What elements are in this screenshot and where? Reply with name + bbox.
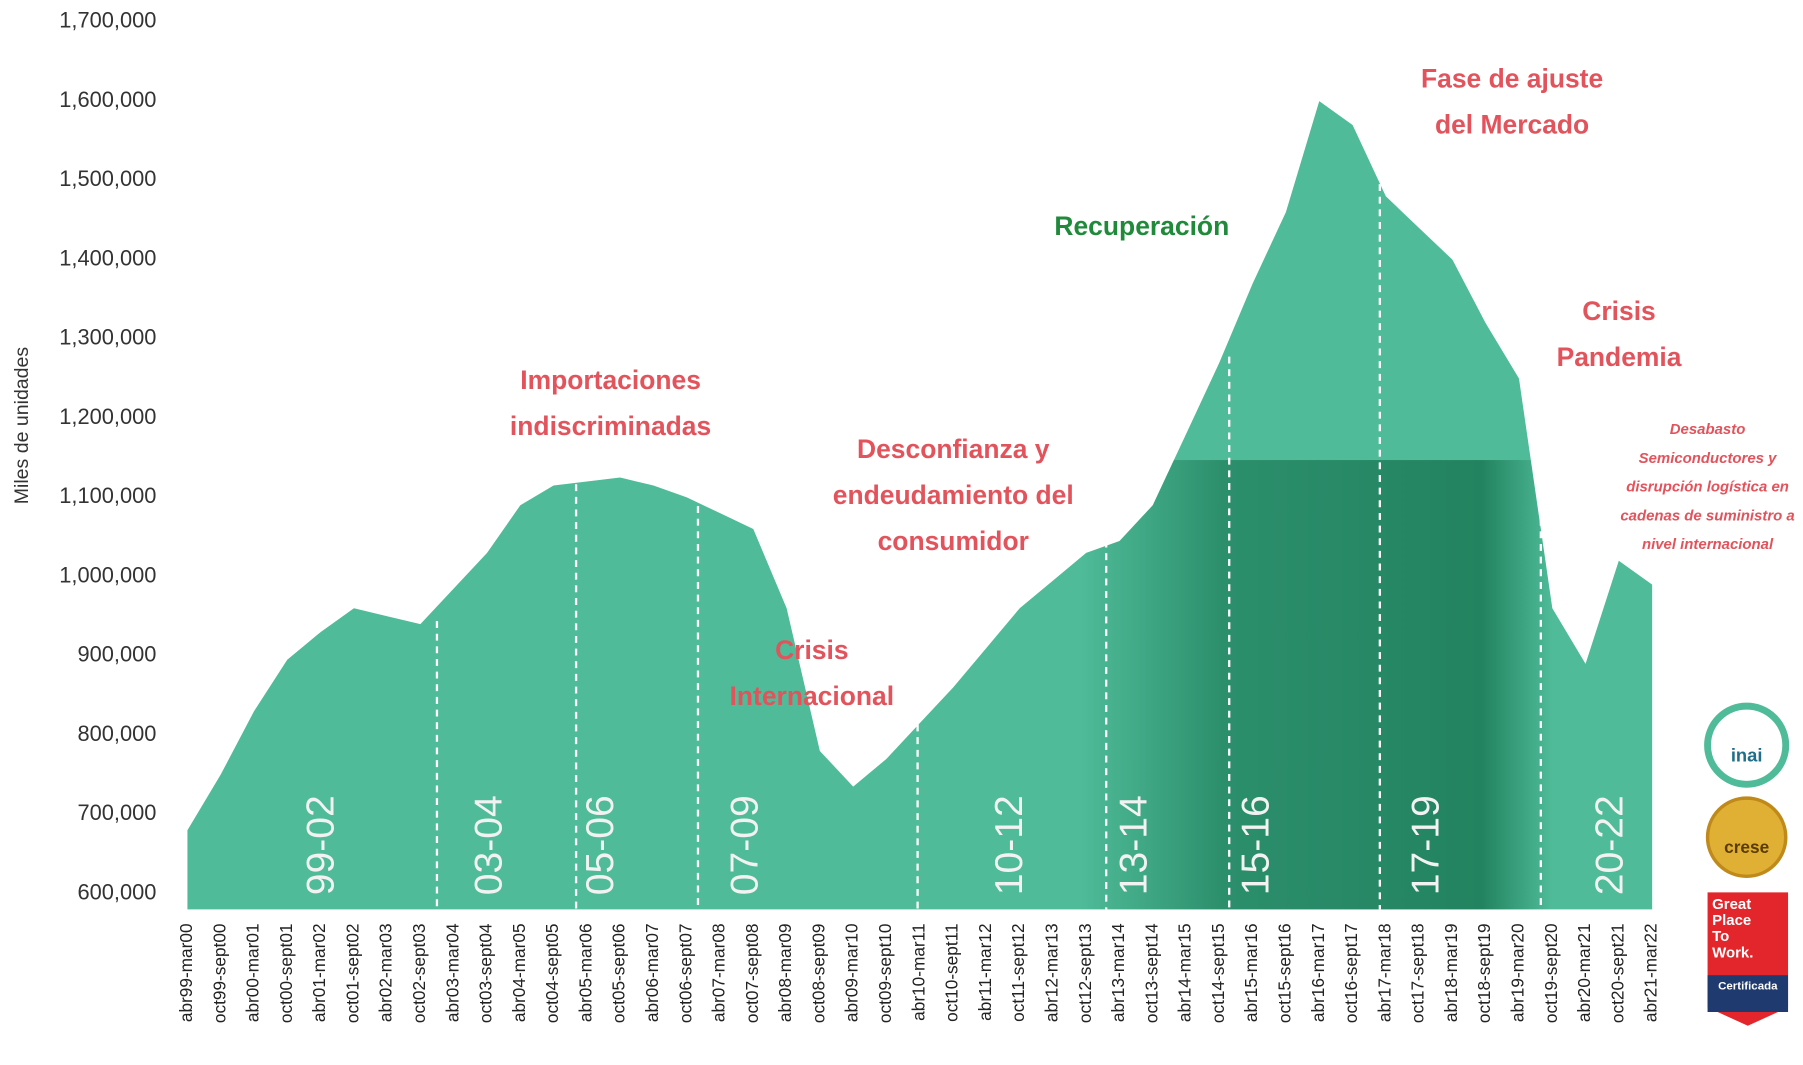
annotation: Internacional bbox=[730, 681, 895, 711]
x-tick-label: abr17-mar18 bbox=[1374, 923, 1394, 1022]
y-tick-label: 800,000 bbox=[77, 721, 156, 746]
annotation: Fase de ajuste bbox=[1421, 64, 1603, 94]
y-tick-label: 1,600,000 bbox=[59, 87, 156, 112]
period-label: 05-06 bbox=[579, 795, 622, 895]
annotation: indiscriminadas bbox=[510, 411, 711, 441]
photo-overlay bbox=[1080, 460, 1553, 910]
period-label: 15-16 bbox=[1234, 795, 1277, 895]
x-tick-label: abr03-mar04 bbox=[442, 923, 462, 1022]
period-label: 20-22 bbox=[1588, 795, 1631, 895]
crese-text: crese bbox=[1724, 837, 1769, 857]
x-tick-label: abr18-mar19 bbox=[1441, 923, 1461, 1022]
x-tick-label: oct07-sept08 bbox=[742, 923, 762, 1023]
inai-badge bbox=[1704, 702, 1790, 788]
x-tick-label: oct14-sept15 bbox=[1208, 923, 1228, 1023]
annotation: consumidor bbox=[878, 526, 1029, 556]
period-label: 13-14 bbox=[1112, 795, 1155, 895]
period-label: 03-04 bbox=[467, 795, 510, 895]
annotation: Recuperación bbox=[1054, 211, 1229, 241]
y-tick-label: 700,000 bbox=[77, 800, 156, 825]
y-tick-label: 1,700,000 bbox=[59, 8, 156, 33]
annotation: del Mercado bbox=[1435, 110, 1589, 140]
period-label: 07-09 bbox=[724, 795, 767, 895]
gptw-sub: Certificada bbox=[1718, 981, 1778, 993]
x-tick-label: oct17-sept18 bbox=[1408, 923, 1428, 1023]
x-tick-label: abr04-mar05 bbox=[509, 923, 529, 1022]
y-axis-label: Miles de unidades bbox=[11, 347, 33, 505]
y-tick-label: 1,400,000 bbox=[59, 245, 156, 270]
y-tick-label: 1,000,000 bbox=[59, 562, 156, 587]
x-tick-label: oct01-sept02 bbox=[342, 923, 362, 1023]
crese-badge bbox=[1705, 796, 1788, 879]
period-label: 99-02 bbox=[299, 795, 342, 895]
x-tick-label: oct06-sept07 bbox=[675, 923, 695, 1023]
annotation: Desconfianza y bbox=[857, 434, 1050, 464]
annotation: Crisis bbox=[1582, 296, 1655, 326]
x-tick-label: abr01-mar02 bbox=[309, 923, 329, 1022]
x-tick-label: abr06-mar07 bbox=[642, 923, 662, 1022]
note: cadenas de suministro a bbox=[1620, 507, 1794, 524]
x-tick-label: oct16-sept17 bbox=[1341, 923, 1361, 1023]
x-tick-label: oct15-sept16 bbox=[1275, 923, 1295, 1023]
x-tick-label: abr13-mar14 bbox=[1108, 923, 1128, 1022]
y-tick-label: 1,200,000 bbox=[59, 404, 156, 429]
annotation: Pandemia bbox=[1557, 342, 1682, 372]
x-tick-label: abr99-mar00 bbox=[176, 923, 196, 1022]
x-tick-label: abr09-mar10 bbox=[842, 923, 862, 1022]
x-tick-label: abr20-mar21 bbox=[1574, 923, 1594, 1022]
x-tick-label: oct05-sept06 bbox=[609, 923, 629, 1023]
note: Semiconductores y bbox=[1639, 450, 1777, 467]
x-tick-label: oct02-sept03 bbox=[409, 923, 429, 1023]
x-tick-label: oct08-sept09 bbox=[808, 923, 828, 1023]
x-tick-label: abr10-mar11 bbox=[908, 923, 928, 1020]
x-tick-label: abr02-mar03 bbox=[376, 923, 396, 1022]
x-tick-label: abr19-mar20 bbox=[1508, 923, 1528, 1022]
x-tick-label: abr05-mar06 bbox=[575, 923, 595, 1022]
gptw-text: Great bbox=[1712, 896, 1751, 913]
period-label: 17-19 bbox=[1404, 795, 1447, 895]
x-tick-label: abr15-mar16 bbox=[1241, 923, 1261, 1022]
gptw-text: Work. bbox=[1712, 944, 1753, 961]
x-tick-label: abr12-mar13 bbox=[1041, 923, 1061, 1022]
x-tick-label: oct03-sept04 bbox=[476, 923, 496, 1023]
y-tick-label: 1,100,000 bbox=[59, 483, 156, 508]
x-tick-label: oct00-sept01 bbox=[276, 923, 296, 1023]
x-tick-label: oct10-sept11 bbox=[942, 923, 962, 1021]
y-tick-label: 1,500,000 bbox=[59, 166, 156, 191]
note: nivel internacional bbox=[1642, 536, 1774, 553]
x-tick-label: abr21-mar22 bbox=[1641, 923, 1661, 1022]
x-tick-label: oct11-sept12 bbox=[1008, 923, 1028, 1021]
y-tick-label: 900,000 bbox=[77, 642, 156, 667]
note: Desabasto bbox=[1670, 421, 1746, 438]
gptw-band bbox=[1707, 975, 1789, 1012]
x-tick-label: oct12-sept13 bbox=[1075, 923, 1095, 1023]
note: disrupción logística en bbox=[1626, 479, 1789, 496]
x-tick-label: abr07-mar08 bbox=[709, 923, 729, 1022]
annotation: endeudamiento del bbox=[833, 480, 1074, 510]
annotation: Crisis bbox=[775, 635, 848, 665]
x-tick-label: oct04-sept05 bbox=[542, 923, 562, 1023]
x-tick-label: oct99-sept00 bbox=[209, 923, 229, 1023]
x-tick-label: abr16-mar17 bbox=[1308, 923, 1328, 1022]
gptw-text: Place bbox=[1712, 912, 1751, 929]
annotation: Importaciones bbox=[520, 365, 701, 395]
x-tick-label: oct13-sept14 bbox=[1141, 923, 1161, 1023]
x-tick-label: oct20-sept21 bbox=[1607, 923, 1627, 1023]
x-tick-label: oct19-sept20 bbox=[1541, 923, 1561, 1023]
gptw-text: To bbox=[1712, 928, 1729, 945]
x-tick-label: abr14-mar15 bbox=[1175, 923, 1195, 1022]
x-tick-label: abr00-mar01 bbox=[243, 923, 263, 1022]
y-tick-label: 1,300,000 bbox=[59, 325, 156, 350]
x-tick-label: oct09-sept10 bbox=[875, 923, 895, 1023]
y-tick-label: 600,000 bbox=[77, 879, 156, 904]
period-label: 10-12 bbox=[988, 795, 1031, 895]
badges: inai crese Certificada bbox=[1704, 702, 1790, 1026]
x-tick-label: oct18-sept19 bbox=[1474, 923, 1494, 1023]
inai-text: inai bbox=[1731, 745, 1763, 766]
x-tick-label: abr11-mar12 bbox=[975, 923, 995, 1020]
x-tick-label: abr08-mar09 bbox=[775, 923, 795, 1022]
